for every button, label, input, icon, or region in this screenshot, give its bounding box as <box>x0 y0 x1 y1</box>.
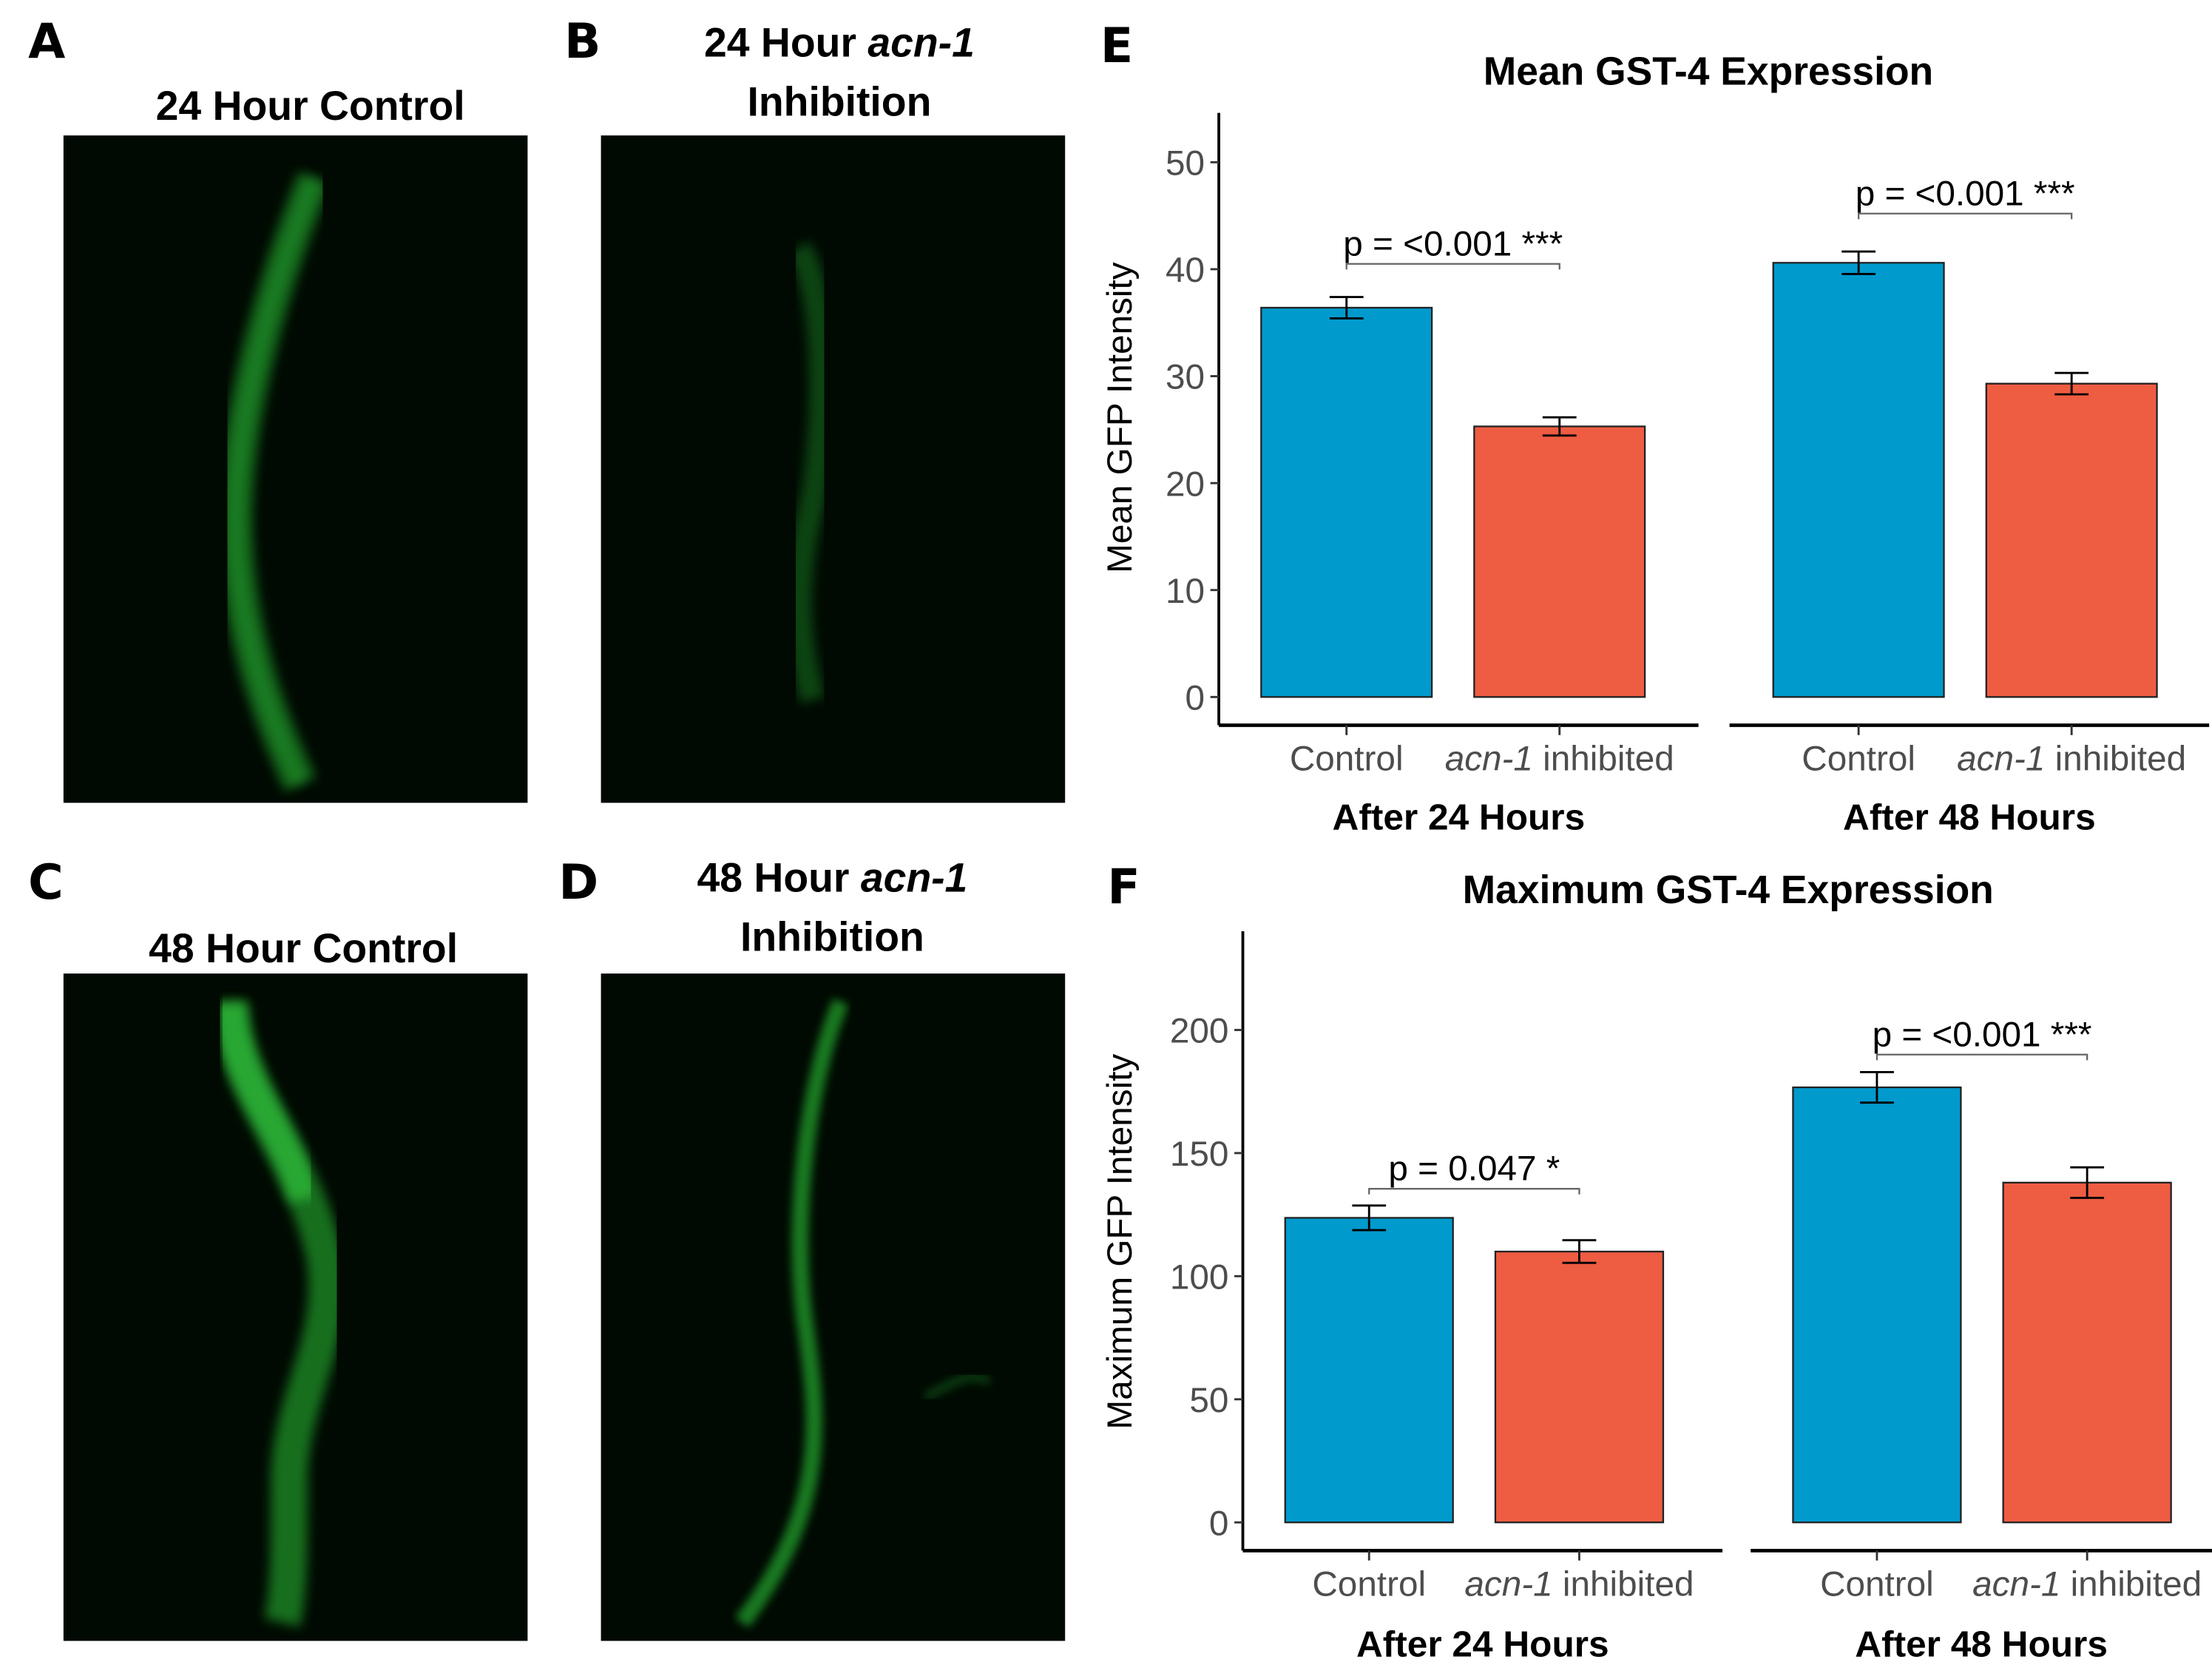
y-tick-label: 10 <box>1166 572 1205 611</box>
facet-label: After 48 Hours <box>1843 797 2096 838</box>
x-tick-label: acn-1 inhibited <box>1445 739 1674 778</box>
error-bar <box>1352 1204 1387 1232</box>
y-tick-label: 40 <box>1166 251 1205 290</box>
x-tick-label: Control <box>1290 739 1404 778</box>
facet-label: After 24 Hours <box>1333 797 1586 838</box>
panel-label-f: F <box>1107 859 1140 915</box>
bar <box>1792 1086 1962 1524</box>
panel-b-title: 24 Hour acn-1 Inhibition <box>704 21 975 126</box>
panel-c-title: 48 Hour Control <box>149 927 459 973</box>
x-tick-label: acn-1 inhibited <box>1972 1564 2202 1604</box>
error-bar <box>2070 1166 2105 1199</box>
facet-label: After 48 Hours <box>1855 1623 2108 1664</box>
bar <box>1260 306 1433 698</box>
y-tick-label: 150 <box>1170 1135 1229 1174</box>
y-tick-label: 0 <box>1185 678 1205 717</box>
panel-label-e: E <box>1100 18 1133 74</box>
y-tick-label: 0 <box>1209 1504 1229 1543</box>
error-bar <box>1841 250 1876 275</box>
y-tick-label: 30 <box>1166 358 1205 397</box>
bar <box>1473 425 1646 698</box>
y-tick-label: 20 <box>1166 465 1205 504</box>
micrograph-24h-inhibition <box>601 135 1066 803</box>
x-tick-label: acn-1 inhibited <box>1464 1564 1694 1604</box>
bar <box>1284 1217 1454 1524</box>
panel-a-title: 24 Hour Control <box>155 84 465 130</box>
micrograph-48h-control <box>63 973 528 1641</box>
micrograph-24h-control <box>63 135 528 803</box>
bar <box>1494 1250 1665 1524</box>
y-axis-label: Maximum GFP Intensity <box>1100 1054 1140 1430</box>
significance-bracket <box>1345 263 1560 270</box>
p-value-annotation: p = <0.001 *** <box>1873 1015 2092 1054</box>
error-bar <box>1562 1239 1597 1264</box>
chart-title: Maximum GST-4 Expression <box>1463 868 1994 912</box>
bar <box>2002 1181 2172 1524</box>
micrograph-48h-inhibition <box>601 973 1066 1641</box>
error-bar <box>1542 416 1577 437</box>
bar <box>1772 262 1945 698</box>
y-axis-label: Mean GFP Intensity <box>1100 262 1140 573</box>
y-tick-label: 100 <box>1170 1258 1229 1297</box>
p-value-annotation: p = <0.001 *** <box>1856 174 2075 213</box>
panel-label-a: A <box>28 14 66 71</box>
x-tick-label: acn-1 inhibited <box>1957 739 2186 778</box>
error-bar <box>1860 1070 1894 1104</box>
panel-label-b: B <box>564 14 601 71</box>
significance-bracket <box>1368 1188 1580 1195</box>
significance-bracket <box>1857 212 2073 220</box>
y-tick-label: 200 <box>1170 1012 1229 1051</box>
facet-label: After 24 Hours <box>1356 1623 1609 1664</box>
error-bar <box>1329 296 1364 320</box>
panel-label-d: D <box>558 854 599 912</box>
y-tick-label: 50 <box>1166 144 1205 183</box>
chart-title: Mean GST-4 Expression <box>1484 50 1933 93</box>
panel-label-c: C <box>28 854 64 912</box>
significance-bracket <box>1876 1053 2088 1061</box>
x-tick-label: Control <box>1312 1564 1426 1604</box>
x-tick-label: Control <box>1820 1564 1934 1604</box>
y-tick-label: 50 <box>1189 1381 1228 1420</box>
p-value-annotation: p = 0.047 * <box>1388 1149 1560 1189</box>
panel-d-title: 48 Hour acn-1 Inhibition <box>697 856 968 962</box>
p-value-annotation: p = <0.001 *** <box>1343 224 1563 263</box>
x-tick-label: Control <box>1802 739 1915 778</box>
bar <box>1985 382 2158 698</box>
error-bar <box>2054 371 2089 396</box>
